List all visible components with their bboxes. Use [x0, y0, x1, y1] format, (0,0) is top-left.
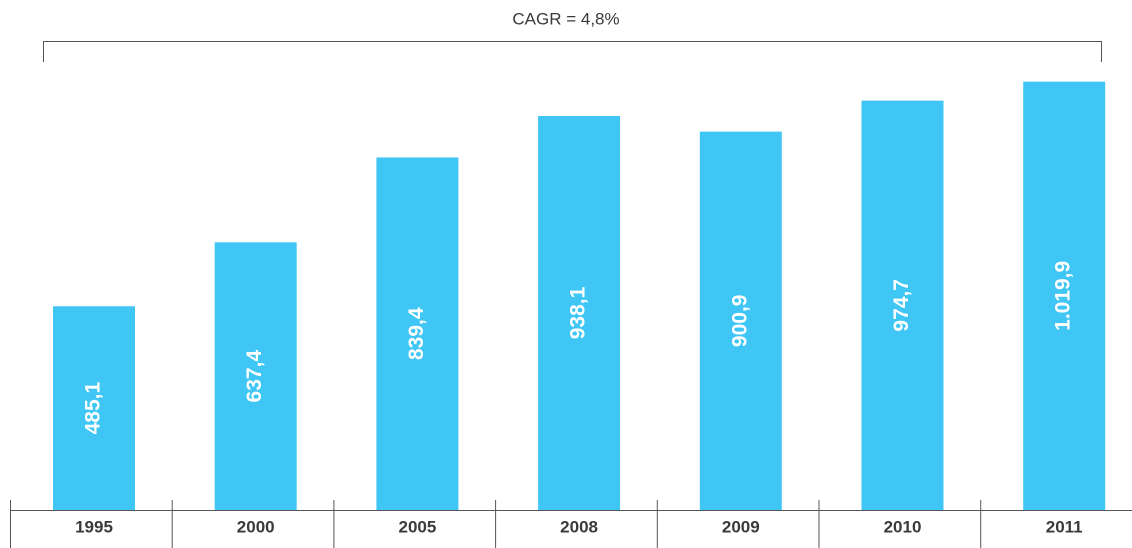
value-label: 485,1 [82, 382, 105, 435]
value-label: 938,1 [567, 286, 590, 339]
bar [538, 115, 621, 511]
value-label: 974,7 [890, 279, 913, 332]
cagr-annotation: CAGR = 4,8% [512, 9, 619, 28]
bracket [43, 41, 1102, 62]
bar [861, 100, 944, 510]
value-label: 900,9 [728, 295, 751, 348]
bar [376, 157, 459, 510]
x-tick-label: 2000 [237, 517, 275, 536]
x-tick-label: 1995 [75, 517, 113, 536]
x-tick-label: 2008 [560, 517, 598, 536]
value-label: 839,4 [405, 307, 428, 360]
x-tick-label: 2005 [398, 517, 436, 536]
value-label: 1.019,9 [1052, 261, 1075, 331]
x-tick-label: 2010 [884, 517, 922, 536]
bar [1023, 81, 1106, 510]
bar [699, 131, 782, 510]
value-label: 637,4 [243, 350, 266, 403]
bar [214, 242, 297, 511]
x-tick-label: 2011 [1046, 517, 1083, 536]
bar [53, 306, 135, 510]
x-tick-label: 2009 [722, 517, 760, 536]
